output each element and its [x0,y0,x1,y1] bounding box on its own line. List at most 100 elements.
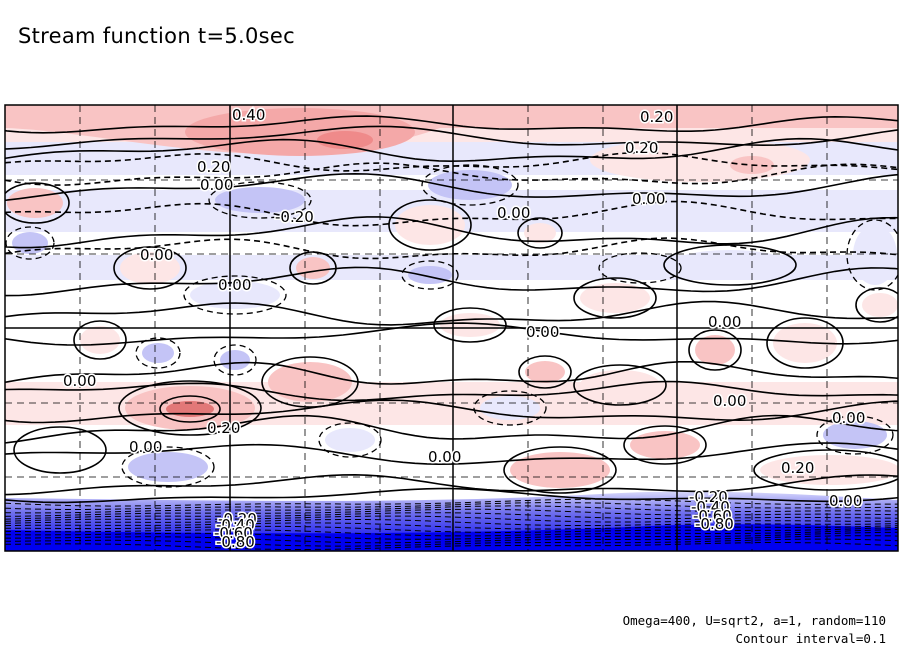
contour-line [5,380,898,402]
contour-line [213,344,257,376]
contour-label: 0.20 [640,108,673,126]
field-blob [395,205,465,245]
field-blob [80,326,120,354]
contour-label: 0.40 [232,106,265,124]
contour-label: 0.00 [526,323,559,341]
contour-line [388,199,472,251]
chart-title: Stream function t=5.0sec [18,24,295,48]
contour-label: 0.00 [497,204,530,222]
contour-line [121,446,215,488]
contour-line [5,399,898,424]
contour-line [5,473,898,496]
contour-line [5,442,898,466]
contour-line [5,322,898,346]
contour-label: 0.00 [63,372,96,390]
contour-line [208,181,312,219]
contour-line [5,525,898,533]
contour-line [598,252,682,284]
contour-line [5,505,898,514]
contour-label: 0.00 [428,448,461,466]
contour-label: -0.80 [216,533,255,551]
contour-lines [5,115,898,550]
contour-line [855,287,898,323]
positive-region [185,108,415,156]
contour-label: 0.00 [829,492,862,510]
contour-line [5,498,898,507]
contour-label: 0.00 [713,392,746,410]
contour-line [5,300,898,326]
contour-label: 0.00 [832,409,865,427]
contour-line [5,542,898,550]
contour-line [5,137,898,163]
field-blob [408,266,452,284]
contour-line [663,244,797,286]
field-blob [128,452,208,482]
field-blob [760,455,898,485]
contour-line [433,307,507,343]
contour-line [421,164,519,206]
field-blob [142,343,174,363]
contour-line [473,390,547,426]
contour-line [5,414,898,444]
contour-label: -0.20 [275,208,314,226]
contour-line [5,237,898,260]
field-blob [7,188,63,218]
contour-label: 0.20 [625,139,658,157]
field-blob [580,283,650,313]
contour-line [5,519,898,526]
field-blob [20,432,100,468]
contour-line [5,115,898,134]
contour-line [573,277,657,319]
contour-line [518,355,572,389]
contour-label: -0.40 [216,516,255,534]
contour-label: -0.20 [689,488,728,506]
contour-line [5,226,55,260]
contour-line [5,216,898,249]
contour-label: 0.00 [200,176,233,194]
contour-line [5,266,898,297]
field-blob [428,170,512,200]
contour-line [5,508,898,517]
contour-fills [5,105,898,551]
contour-line [503,446,617,494]
field-blob [12,232,48,254]
field-blob [524,223,556,243]
contour-label: 0.20 [197,158,230,176]
contour-line [5,151,898,172]
field-blob [325,428,375,452]
contour-line [5,531,898,540]
field-blob [525,361,565,383]
contour-line [5,512,898,520]
contour-label: 0.00 [129,438,162,456]
contour-label: 0.00 [632,190,665,208]
contour-line [318,422,382,458]
field-blob [605,258,675,278]
contour-label: 0.00 [140,246,173,264]
field-blob [853,225,897,285]
contour-line [517,217,563,249]
contour-label: 0.20 [781,459,814,477]
contour-label: 0.00 [218,276,251,294]
contour-line [159,395,221,423]
field-blob [120,252,180,284]
contour-line [816,415,894,455]
contour-label: -0.60 [214,524,253,542]
contour-line [401,260,459,290]
contour-label: -0.40 [691,498,730,516]
contour-line [135,337,181,369]
field-blob [220,350,250,370]
contour-line [5,535,898,544]
plot-frame [4,104,899,552]
contour-label: 0.20 [207,419,240,437]
parameters-note: Omega=400, U=sqrt2, a=1, random=110 [622,613,886,628]
positive-core [317,131,373,149]
contour-line [5,502,898,510]
contour-line [573,364,667,406]
contour-line [688,329,742,371]
contour-label: -0.60 [693,507,732,525]
contour-interval-note: Contour interval=0.1 [735,631,886,646]
contour-line [5,522,898,530]
contour-line [5,182,70,224]
field-blob [190,281,280,309]
